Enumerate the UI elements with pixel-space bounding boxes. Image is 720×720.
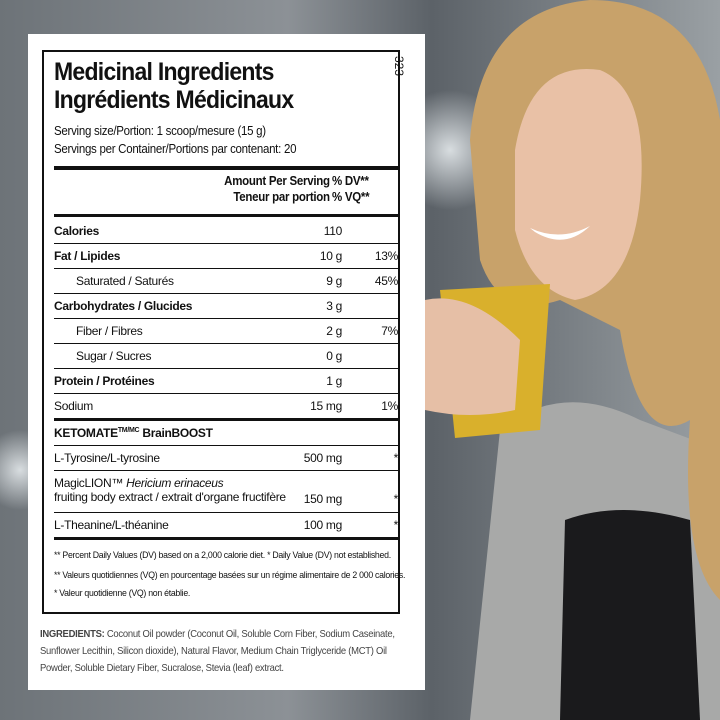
servings: Servings per Container/Portions par cont… [54, 142, 297, 156]
nutrient-row: Sugar / Sucres 0 g [54, 343, 400, 369]
section-mark: TM/MC [117, 427, 140, 434]
amount-en: Amount Per Serving [224, 174, 330, 188]
ingredient-title: MagicLION™ [54, 476, 124, 490]
amount: 2 g [326, 324, 342, 338]
dv-fr: % VQ** [332, 190, 370, 204]
ingredient-title: L-Tyrosine/L-tyrosine [54, 451, 160, 465]
amount: 500 mg [303, 451, 343, 465]
footnote: * Valeur quotidienne (VQ) non établie. [54, 588, 191, 599]
ingredient-name: MagicLION™ Hericium erinaceus fruiting bo… [54, 476, 286, 504]
section-name: KETOMATETM/MC BrainBOOST [54, 426, 213, 440]
amount: 3 g [326, 299, 342, 313]
ingredient-name: L-Theanine/L-théanine [54, 518, 169, 532]
serving-size: Serving size/Portion: 1 scoop/mesure (15… [54, 124, 266, 138]
ingredient-name: L-Tyrosine/L-tyrosine [54, 451, 160, 465]
daily-value: 13% [374, 249, 398, 263]
nutrient-name: Protein / Protéines [54, 374, 155, 388]
daily-value: * [393, 492, 399, 506]
rule [54, 166, 400, 170]
nutrient-name: Sodium [54, 399, 93, 413]
daily-value: 7% [381, 324, 398, 338]
nutrient-row: Protein / Protéines 1 g [54, 368, 400, 394]
nutrient-name: Fiber / Fibres [76, 324, 143, 338]
section-suffix: BrainBOOST [142, 426, 213, 440]
nutrient-name: Carbohydrates / Glucides [54, 299, 193, 313]
ingredients-label: INGREDIENTS: [40, 628, 105, 640]
amount-fr: Teneur par portion [233, 190, 331, 204]
section-row: KETOMATETM/MC BrainBOOST [54, 420, 400, 446]
amount: 100 mg [303, 518, 343, 532]
section-brand: KETOMATE [54, 426, 118, 440]
face [515, 69, 642, 300]
ingredients: INGREDIENTS: Coconut Oil powder (Coconut… [40, 626, 400, 677]
amount: 0 g [326, 349, 342, 363]
daily-value: 1% [381, 399, 398, 413]
label-panel: 323 Medicinal Ingredients Ingrédients Mé… [28, 34, 425, 690]
rule [54, 214, 400, 217]
nutrient-name: Saturated / Saturés [76, 274, 174, 288]
shirt [560, 510, 700, 720]
footnote: ** Valeurs quotidiennes (VQ) en pourcent… [54, 570, 406, 581]
nutrient-row: Carbohydrates / Glucides 3 g [54, 293, 400, 319]
ingredient-row: L-Tyrosine/L-tyrosine 500 mg * [54, 445, 400, 471]
ingredients-text: Coconut Oil powder (Coconut Oil, Soluble… [40, 628, 395, 674]
daily-value: 45% [374, 274, 398, 288]
latin-name: Hericium erinaceus [126, 476, 224, 490]
daily-value: * [393, 518, 399, 532]
amount: 15 mg [310, 399, 342, 413]
amount: 1 g [326, 374, 342, 388]
smile [530, 226, 590, 240]
ingredient-detail: fruiting body extract / extrait d'organe… [54, 490, 286, 504]
ingredient-row: MagicLION™ Hericium erinaceus fruiting bo… [54, 470, 400, 513]
dv-en: % DV** [332, 174, 369, 188]
amount: 150 mg [303, 492, 343, 506]
nutrition-box: Medicinal Ingredients Ingrédients Médici… [42, 50, 405, 614]
nutrient-row: Fiber / Fibres 2 g 7% [54, 318, 400, 344]
nutrient-row: Fat / Lipides 10 g 13% [54, 243, 400, 269]
title-en: Medicinal Ingredients [54, 58, 274, 86]
amount: 110 [323, 224, 343, 238]
nutrient-row: Sodium 15 mg 1% [54, 393, 400, 421]
ingredient-row: L-Theanine/L-théanine 100 mg * [54, 512, 400, 540]
nutrient-name: Calories [54, 224, 99, 238]
title-fr: Ingrédients Médicinaux [54, 86, 294, 114]
daily-value: * [393, 451, 399, 465]
hand [425, 298, 520, 415]
nutrient-name: Sugar / Sucres [76, 349, 152, 363]
amount: 10 g [319, 249, 342, 263]
nutrient-row: Saturated / Saturés 9 g 45% [54, 268, 400, 294]
nutrient-row: Calories 110 [54, 218, 400, 244]
nutrient-name: Fat / Lipides [54, 249, 121, 263]
ingredient-title: L-Theanine/L-théanine [54, 518, 169, 532]
footnote: ** Percent Daily Values (DV) based on a … [54, 550, 391, 561]
amount: 9 g [326, 274, 342, 288]
